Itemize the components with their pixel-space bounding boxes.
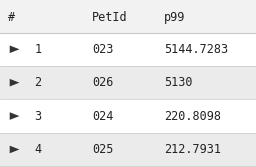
Polygon shape xyxy=(10,79,19,87)
Bar xyxy=(0,33,256,66)
Bar xyxy=(0,133,256,166)
Text: 025: 025 xyxy=(92,143,113,156)
Text: 5144.7283: 5144.7283 xyxy=(164,43,228,56)
Text: p99: p99 xyxy=(164,11,185,24)
Text: PetId: PetId xyxy=(92,11,128,24)
Text: 2: 2 xyxy=(35,76,42,89)
Bar xyxy=(0,99,256,133)
Text: 212.7931: 212.7931 xyxy=(164,143,221,156)
Polygon shape xyxy=(10,146,19,153)
Text: 220.8098: 220.8098 xyxy=(164,110,221,123)
Polygon shape xyxy=(10,112,19,120)
Polygon shape xyxy=(10,45,19,53)
Text: 5130: 5130 xyxy=(164,76,192,89)
Text: 1: 1 xyxy=(35,43,42,56)
Text: 4: 4 xyxy=(35,143,42,156)
Bar xyxy=(0,66,256,99)
Text: 026: 026 xyxy=(92,76,113,89)
Text: #: # xyxy=(8,11,15,24)
Text: 024: 024 xyxy=(92,110,113,123)
Text: 023: 023 xyxy=(92,43,113,56)
Text: 3: 3 xyxy=(35,110,42,123)
Bar xyxy=(0,0,256,33)
